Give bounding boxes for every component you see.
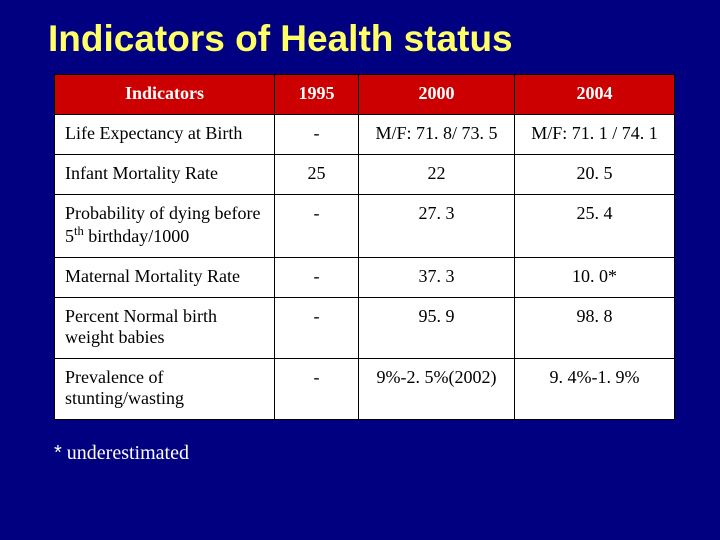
table-row: Prevalence of stunting/wasting - 9%-2. 5… — [55, 359, 675, 420]
row-label: Prevalence of stunting/wasting — [55, 359, 275, 420]
table-row: Life Expectancy at Birth - M/F: 71. 8/ 7… — [55, 115, 675, 155]
table-header-row: Indicators 1995 2000 2004 — [55, 75, 675, 115]
table-cell: - — [275, 195, 359, 258]
col-header-2000: 2000 — [359, 75, 515, 115]
table-cell: - — [275, 115, 359, 155]
footnote-symbol: * — [54, 442, 62, 464]
footnote-text: underestimated — [67, 442, 189, 464]
table-cell: - — [275, 359, 359, 420]
table-cell: 22 — [359, 155, 515, 195]
row-label: Life Expectancy at Birth — [55, 115, 275, 155]
table-cell: M/F: 71. 1 / 74. 1 — [515, 115, 675, 155]
table-cell: 20. 5 — [515, 155, 675, 195]
table-cell: 95. 9 — [359, 298, 515, 359]
footnote: * underestimated — [54, 442, 686, 465]
table-cell: - — [275, 258, 359, 298]
col-header-1995: 1995 — [275, 75, 359, 115]
table-row: Probability of dying before 5th birthday… — [55, 195, 675, 258]
table-row: Maternal Mortality Rate - 37. 3 10. 0* — [55, 258, 675, 298]
table-cell: 25. 4 — [515, 195, 675, 258]
table-row: Percent Normal birth weight babies - 95.… — [55, 298, 675, 359]
table-row: Infant Mortality Rate 25 22 20. 5 — [55, 155, 675, 195]
table-cell: 10. 0* — [515, 258, 675, 298]
col-header-2004: 2004 — [515, 75, 675, 115]
health-indicators-table: Indicators 1995 2000 2004 Life Expectanc… — [54, 74, 675, 420]
table-cell: 98. 8 — [515, 298, 675, 359]
row-label: Infant Mortality Rate — [55, 155, 275, 195]
col-header-indicators: Indicators — [55, 75, 275, 115]
table-cell: 9. 4%-1. 9% — [515, 359, 675, 420]
row-label: Probability of dying before 5th birthday… — [55, 195, 275, 258]
slide-title: Indicators of Health status — [48, 18, 686, 60]
row-label: Maternal Mortality Rate — [55, 258, 275, 298]
row-label: Percent Normal birth weight babies — [55, 298, 275, 359]
table-cell: 25 — [275, 155, 359, 195]
table-cell: 9%-2. 5%(2002) — [359, 359, 515, 420]
table-cell: M/F: 71. 8/ 73. 5 — [359, 115, 515, 155]
table-cell: 27. 3 — [359, 195, 515, 258]
table-cell: 37. 3 — [359, 258, 515, 298]
table-cell: - — [275, 298, 359, 359]
